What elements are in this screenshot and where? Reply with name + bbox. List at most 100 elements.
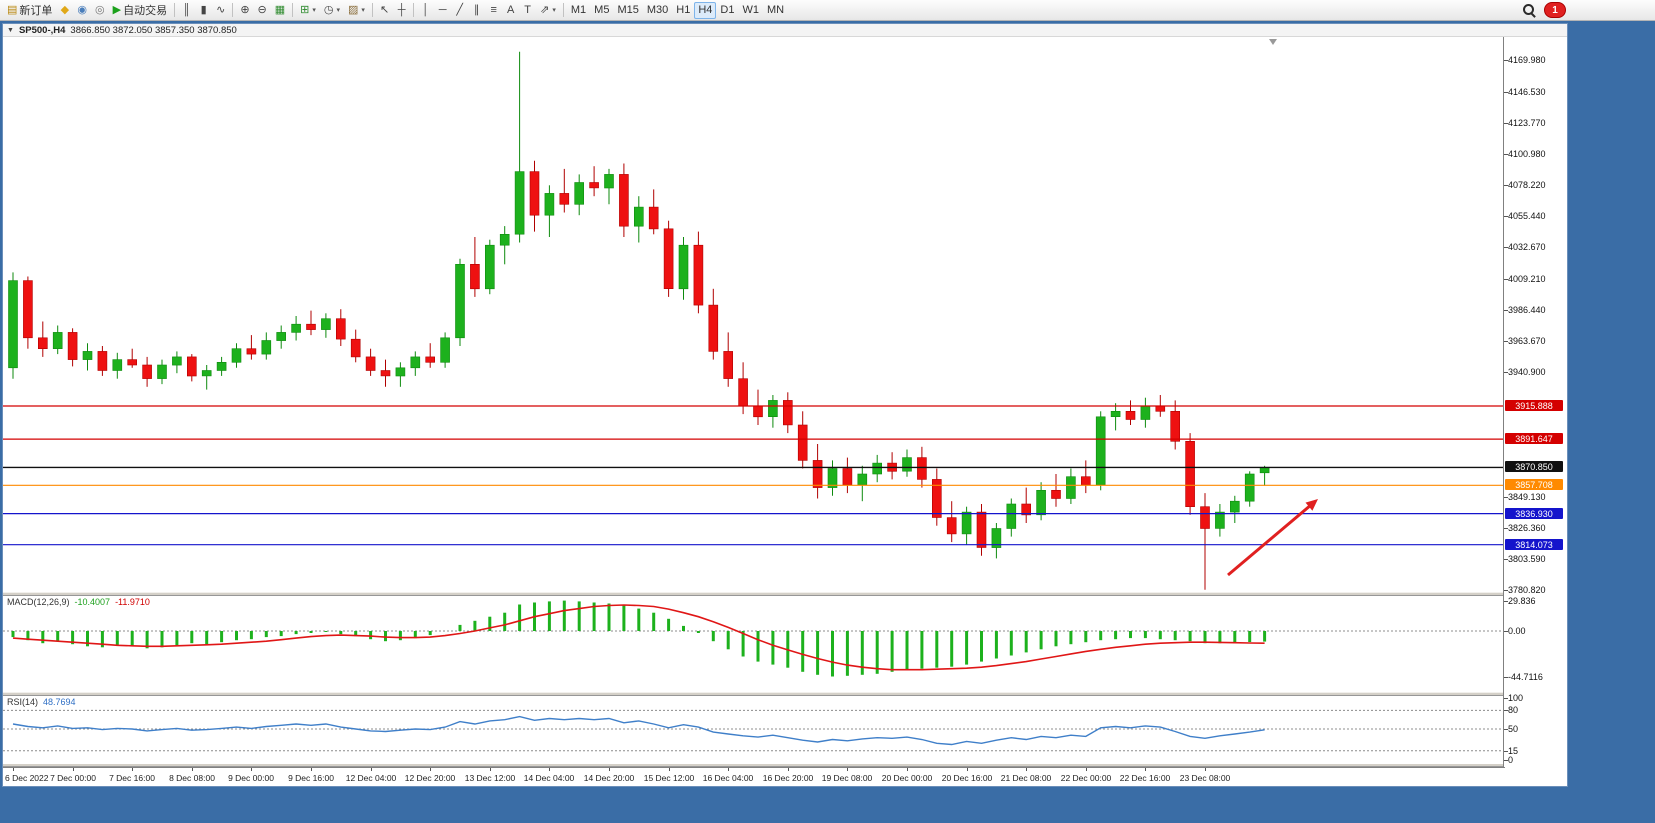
channel-button[interactable]: ∥ xyxy=(468,2,485,19)
indicators-icon: ⊞ xyxy=(300,3,310,16)
candle xyxy=(410,351,421,376)
candle xyxy=(470,237,480,297)
timeframe-h4-button[interactable]: H4 xyxy=(694,1,717,19)
horizontal-line-button[interactable]: ─ xyxy=(434,2,451,19)
axis-tick xyxy=(1504,123,1508,124)
pane-separator[interactable] xyxy=(3,692,1567,696)
pane-separator[interactable] xyxy=(3,592,1567,596)
toolbar-separator xyxy=(562,3,564,17)
cursor-icon: ↖ xyxy=(379,3,390,16)
sound-alerts-button[interactable]: ◎ xyxy=(91,2,109,19)
candle xyxy=(1200,493,1210,590)
candle xyxy=(872,454,883,483)
timeframe-m15-button[interactable]: M15 xyxy=(613,2,642,19)
fibonacci-button[interactable]: ≡ xyxy=(485,2,502,19)
candle xyxy=(753,389,763,425)
timeframe-mn-button[interactable]: MN xyxy=(763,2,788,19)
autotrading-label: 自动交易 xyxy=(123,5,168,17)
chart-window-sp500-h4: ▼ SP500-,H4 3866.850 3872.050 3857.350 3… xyxy=(2,23,1568,787)
candle xyxy=(440,332,450,368)
time-axis-label: 15 Dec 12:00 xyxy=(643,773,695,783)
time-tick xyxy=(1145,768,1146,771)
price-axis-label: 3986.440 xyxy=(1508,305,1546,315)
cursor-button[interactable]: ↖ xyxy=(376,2,393,19)
timeframe-h1-button[interactable]: H1 xyxy=(672,2,694,19)
timeframe-m30-button[interactable]: M30 xyxy=(643,2,672,19)
candle xyxy=(127,348,137,368)
timeframe-m1-button[interactable]: M1 xyxy=(567,2,590,19)
templates-button[interactable]: ▨ ▾ xyxy=(344,2,369,19)
macd-axis-label: 29.836 xyxy=(1508,596,1536,606)
vertical-line-button[interactable]: │ xyxy=(417,2,434,19)
rsi-canvas[interactable] xyxy=(3,696,1503,764)
bar-chart-mode-button[interactable]: ║ xyxy=(178,2,195,19)
zoom-out-icon: ⊖ xyxy=(257,3,267,16)
sound-alerts-icon: ◎ xyxy=(95,3,105,16)
trendline-button[interactable]: ╱ xyxy=(451,2,468,19)
candle xyxy=(425,343,436,368)
timeframe-d1-button[interactable]: D1 xyxy=(716,2,738,19)
candle xyxy=(782,392,793,434)
candle xyxy=(1110,403,1121,431)
rsi-line xyxy=(12,715,1265,746)
trend-arrow-line[interactable] xyxy=(1227,503,1313,577)
notification-badge[interactable]: 1 xyxy=(1544,2,1566,18)
timeframe-m1-label: M1 xyxy=(570,4,587,16)
candle xyxy=(574,174,585,216)
axis-tick xyxy=(1504,710,1508,711)
price-chart-canvas[interactable] xyxy=(3,37,1503,592)
timeframe-m5-button[interactable]: M5 xyxy=(590,2,613,19)
crosshair-button[interactable]: ┼ xyxy=(393,2,410,19)
price-axis-label: 3963.670 xyxy=(1508,336,1546,346)
chart-dropdown-icon[interactable]: ▼ xyxy=(7,26,14,34)
candle xyxy=(142,356,152,387)
price-axis-label: 3940.900 xyxy=(1508,367,1546,377)
timeframe-w1-button[interactable]: W1 xyxy=(738,2,763,19)
time-tick xyxy=(1026,768,1027,771)
candle xyxy=(902,449,912,477)
zoom-in-button[interactable]: ⊕ xyxy=(236,2,253,19)
time-axis-label: 16 Dec 20:00 xyxy=(762,773,814,783)
text-label-button[interactable]: T xyxy=(519,2,536,19)
time-tick xyxy=(847,768,848,771)
indicators-button[interactable]: ⊞ ▾ xyxy=(296,2,320,19)
axis-tick xyxy=(1504,372,1508,373)
periods-button[interactable]: ◷ ▾ xyxy=(320,2,344,19)
autotrading-button[interactable]: ▶ 自动交易 xyxy=(109,2,171,19)
candle xyxy=(827,460,838,496)
arrows-button[interactable]: ⇗ ▾ xyxy=(536,2,560,19)
data-window-button[interactable]: ◉ xyxy=(73,2,91,19)
tile-windows-button[interactable]: ▦ xyxy=(271,2,289,19)
timeframe-d1-label: D1 xyxy=(720,4,735,16)
candle xyxy=(976,504,987,556)
search-icon[interactable] xyxy=(1523,3,1536,18)
rsi-title: RSI(14) xyxy=(7,697,39,707)
toolbar-separator xyxy=(371,3,373,17)
candle xyxy=(52,325,63,355)
candle xyxy=(1140,397,1151,428)
text-label-icon: T xyxy=(524,3,532,16)
candle xyxy=(1215,504,1225,537)
text-button[interactable]: A xyxy=(502,2,519,19)
trend-arrow-head[interactable] xyxy=(1305,499,1319,511)
macd-signal-line xyxy=(12,604,1265,671)
price-axis[interactable]: 4169.980 4146.530 4123.770 4100.980 4078.220… xyxy=(1503,37,1567,767)
candle xyxy=(1036,482,1046,521)
axis-tick xyxy=(1504,92,1508,93)
time-axis-label: 22 Dec 16:00 xyxy=(1119,773,1171,783)
price-axis-label: 3826.360 xyxy=(1508,523,1546,533)
candlestick-mode-button[interactable]: ▮ xyxy=(195,2,212,19)
data-window-icon: ◉ xyxy=(77,3,88,16)
time-tick xyxy=(132,768,133,771)
charts-profile-button[interactable]: ◆ xyxy=(56,2,73,19)
macd-canvas[interactable] xyxy=(3,596,1503,692)
line-chart-mode-button[interactable]: ∿ xyxy=(212,2,229,19)
new-order-button[interactable]: ▤ 新订单 xyxy=(3,2,56,19)
zoom-out-button[interactable]: ⊖ xyxy=(254,2,271,19)
time-tick xyxy=(192,768,193,771)
candle xyxy=(1170,400,1180,450)
candle xyxy=(842,457,853,494)
price-tag: 3836.930 xyxy=(1505,508,1563,519)
time-axis[interactable]: 6 Dec 2022 7 Dec 00:00 7 Dec 16:00 8 Dec 08… xyxy=(3,767,1505,786)
chart-shift-marker-icon[interactable] xyxy=(1269,39,1277,45)
